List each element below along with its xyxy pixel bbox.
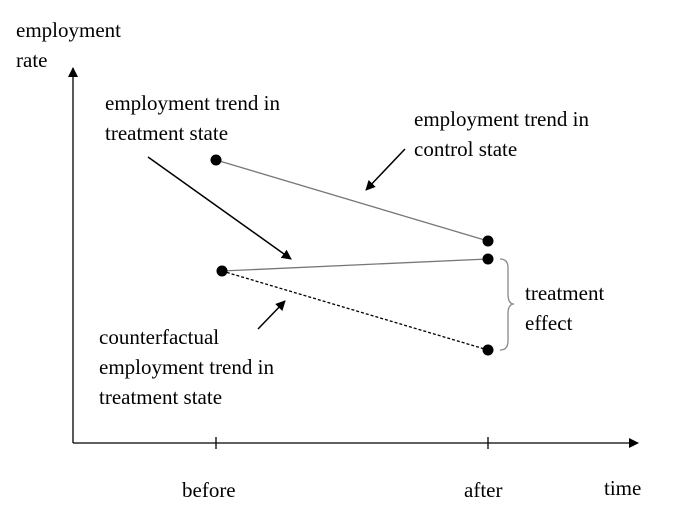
treatment-effect-label: treatment effect (525, 278, 604, 338)
treatment-trend-line (221, 258, 489, 272)
treatment-trend-label-line2: treatment state (105, 121, 229, 145)
control-trend-label: employment trend in control state (414, 104, 589, 164)
y-axis-label-line1: employment (16, 18, 121, 42)
control-trend-arrow (365, 148, 406, 191)
control-after-point (482, 235, 494, 247)
x-axis-label: time (604, 476, 642, 500)
control-trend-label-line1: employment trend in (414, 107, 589, 131)
control-trend-line (215, 159, 489, 242)
counterfactual-label: counterfactual employment trend in treat… (99, 322, 274, 412)
y-axis-label-line2: rate (16, 48, 48, 72)
counterfactual-label-line3: treatment state (99, 385, 223, 409)
treatment-trend-label: employment trend in treatment state (105, 88, 280, 148)
counterfactual-trend-line (221, 270, 489, 351)
counterfactual-label-line2: employment trend in (99, 355, 274, 379)
control-before-point (210, 154, 222, 166)
counterfactual-after-point (482, 344, 494, 356)
counterfactual-arrow (257, 300, 286, 330)
treatment-effect-brace (499, 258, 515, 351)
treatment-trend-label-line1: employment trend in (105, 91, 280, 115)
treatment-effect-label-line2: effect (525, 311, 573, 335)
y-axis-label: employment rate (16, 15, 121, 75)
x-tick-label-after: after (464, 478, 503, 502)
treatment-trend-arrow (147, 156, 292, 260)
counterfactual-label-line1: counterfactual (99, 325, 220, 349)
treatment-before-point (216, 265, 228, 277)
control-trend-label-line2: control state (414, 137, 518, 161)
treatment-after-point (482, 253, 494, 265)
treatment-effect-label-line1: treatment (525, 281, 605, 305)
x-tick-label-before: before (182, 478, 236, 502)
